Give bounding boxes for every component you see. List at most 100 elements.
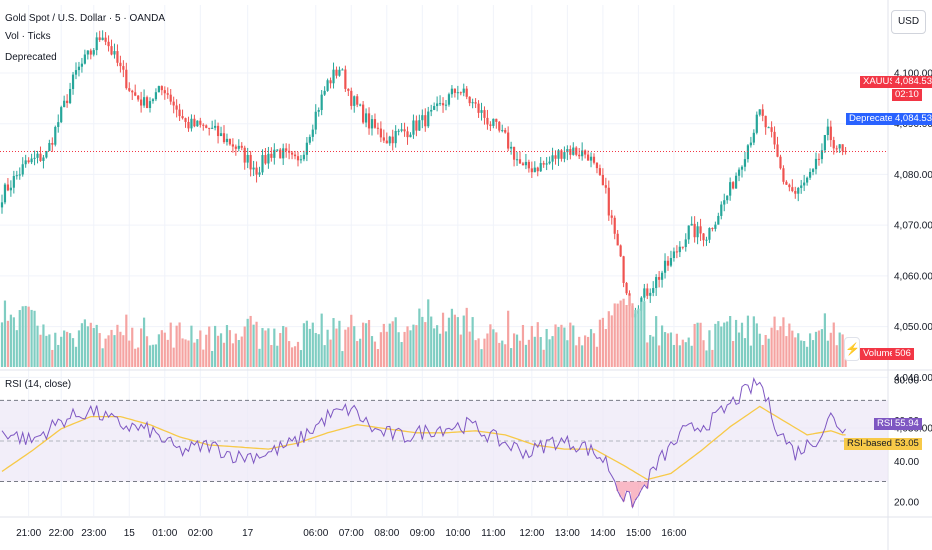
rsi-axis-label: 40.00 bbox=[894, 457, 919, 468]
volume-bar bbox=[746, 315, 750, 367]
candle bbox=[234, 144, 237, 156]
volume-bar bbox=[515, 334, 519, 367]
candle-body bbox=[208, 127, 211, 129]
candle bbox=[811, 167, 815, 176]
candle-body bbox=[737, 169, 741, 176]
volume-indicator-legend[interactable]: Vol · Ticks bbox=[5, 31, 51, 42]
candle bbox=[782, 165, 785, 185]
volume-bar bbox=[601, 317, 604, 367]
candle bbox=[6, 178, 10, 192]
volume-bar bbox=[113, 335, 116, 367]
candle bbox=[60, 105, 63, 124]
currency-button[interactable]: USD bbox=[891, 10, 926, 34]
candle bbox=[193, 114, 196, 128]
candle bbox=[785, 180, 788, 185]
candle-body bbox=[308, 136, 311, 143]
volume-bar bbox=[592, 333, 596, 367]
candle bbox=[107, 35, 110, 52]
candle-body bbox=[12, 176, 15, 188]
volume-bar bbox=[258, 348, 261, 367]
volume-bar bbox=[504, 344, 507, 367]
candle bbox=[412, 114, 415, 139]
volume-bar bbox=[672, 344, 676, 367]
candle-body bbox=[193, 118, 196, 127]
volume-bar bbox=[208, 326, 211, 367]
volume-bar bbox=[39, 334, 42, 367]
candle bbox=[21, 157, 24, 177]
candle-body bbox=[71, 74, 75, 89]
candle-body bbox=[438, 103, 442, 105]
candle-body bbox=[436, 103, 439, 107]
volume-bar bbox=[264, 330, 267, 367]
candle-body bbox=[589, 156, 593, 161]
candle bbox=[98, 30, 101, 42]
candle-body bbox=[518, 159, 522, 164]
deprecated-indicator-legend[interactable]: Deprecated bbox=[5, 52, 57, 63]
volume-bar bbox=[385, 331, 388, 367]
volume-bar bbox=[137, 347, 140, 367]
volume-bar bbox=[794, 337, 797, 367]
candle-body bbox=[134, 92, 137, 96]
flash-icon[interactable]: ⚡ bbox=[844, 337, 860, 361]
volume-bar bbox=[9, 314, 12, 367]
candle bbox=[116, 44, 119, 67]
candle-body bbox=[569, 149, 572, 155]
candle-body bbox=[214, 125, 217, 128]
candle bbox=[270, 147, 273, 162]
volume-bar bbox=[285, 327, 288, 367]
candle-body bbox=[601, 174, 604, 186]
volume-bar bbox=[353, 326, 356, 367]
volume-bar bbox=[36, 325, 39, 367]
candle-body bbox=[0, 202, 4, 208]
candle-body bbox=[83, 54, 86, 64]
candle bbox=[101, 30, 104, 41]
candle bbox=[474, 98, 477, 109]
candle bbox=[705, 236, 708, 246]
volume-bar bbox=[15, 330, 18, 367]
candle bbox=[24, 154, 27, 168]
rsi-panel-title[interactable]: RSI (14, close) bbox=[5, 379, 72, 390]
candle bbox=[737, 167, 741, 182]
candle-body bbox=[770, 127, 773, 132]
volume-bar bbox=[767, 338, 770, 367]
volume-bar bbox=[341, 351, 344, 367]
candle bbox=[714, 221, 717, 232]
candle-body bbox=[30, 158, 33, 163]
candle bbox=[699, 218, 702, 241]
volume-bar bbox=[838, 332, 841, 367]
candle-body bbox=[752, 132, 755, 143]
candle bbox=[104, 32, 107, 46]
candle bbox=[320, 89, 323, 116]
candle-body bbox=[140, 99, 143, 106]
candle bbox=[42, 154, 45, 169]
candle bbox=[119, 55, 122, 73]
candle-body bbox=[530, 168, 533, 173]
candle bbox=[530, 161, 533, 178]
volume-bar bbox=[675, 333, 678, 367]
candle bbox=[255, 161, 258, 183]
volume-bar bbox=[45, 335, 48, 367]
candle-body bbox=[199, 120, 202, 125]
candle bbox=[820, 143, 824, 164]
volume-bar bbox=[483, 338, 486, 367]
volume-bar bbox=[637, 308, 640, 367]
candle bbox=[80, 57, 84, 73]
volume-bar bbox=[415, 325, 418, 367]
volume-bar bbox=[344, 329, 347, 367]
volume-bar bbox=[453, 314, 456, 367]
candle bbox=[453, 88, 456, 98]
candle bbox=[616, 229, 619, 246]
candle bbox=[734, 172, 738, 189]
volume-bar bbox=[222, 342, 226, 367]
candle bbox=[282, 143, 285, 165]
volume-bar bbox=[507, 310, 510, 367]
volume-bar bbox=[362, 322, 365, 367]
symbol-title[interactable]: Gold Spot / U.S. Dollar · 5 · OANDA bbox=[5, 13, 166, 24]
candle bbox=[364, 108, 368, 128]
candle-body bbox=[746, 145, 750, 160]
volume-bar bbox=[134, 348, 137, 367]
candle bbox=[187, 116, 190, 132]
candle-body bbox=[412, 120, 415, 135]
volume-bar bbox=[474, 340, 477, 367]
